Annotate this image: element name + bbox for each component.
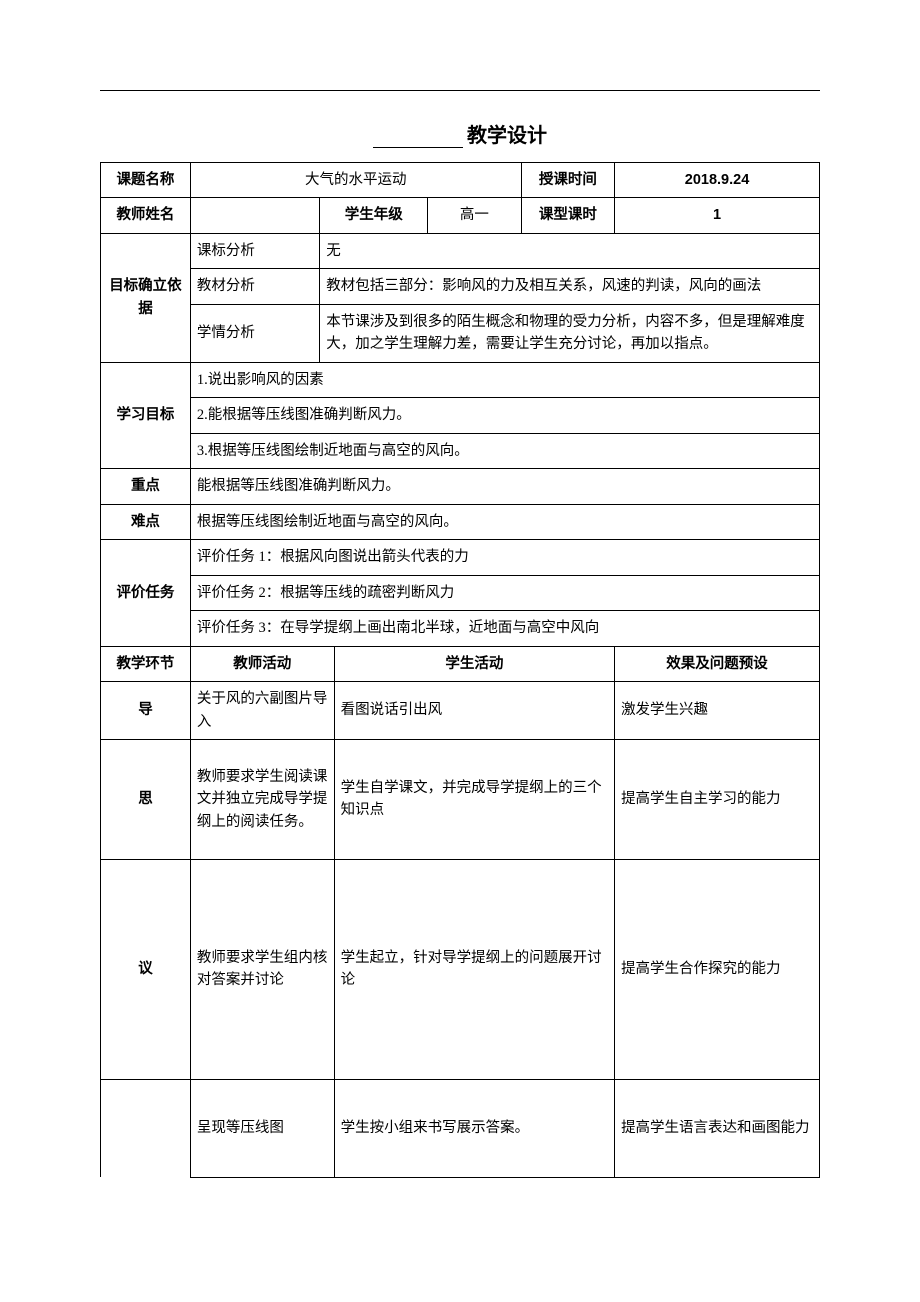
process-effect: 提高学生语言表达和画图能力 [615, 1079, 820, 1177]
table-row: 重点 能根据等压线图准确判断风力。 [101, 469, 820, 504]
objective-item: 1.说出影响风的因素 [190, 362, 819, 397]
process-teacher: 教师要求学生阅读课文并独立完成导学提纲上的阅读任务。 [190, 739, 334, 859]
difficulty-label: 难点 [101, 504, 191, 539]
eval-label: 评价任务 [101, 540, 191, 646]
type-label: 课型课时 [521, 198, 614, 233]
table-row: 导 关于风的六副图片导入 看图说话引出风 激发学生兴趣 [101, 682, 820, 740]
top-rule [100, 90, 820, 91]
basis-row-label: 学情分析 [190, 304, 319, 362]
grade-value: 高一 [428, 198, 521, 233]
title-row: 教学设计 [100, 119, 820, 148]
lesson-plan-table: 课题名称 大气的水平运动 授课时间 2018.9.24 教师姓名 学生年级 高一… [100, 162, 820, 1178]
table-row: 目标确立依据 课标分析 无 [101, 233, 820, 268]
process-phase: 议 [101, 859, 191, 1079]
process-phase [101, 1079, 191, 1177]
process-student: 学生自学课文，并完成导学提纲上的三个知识点 [334, 739, 614, 859]
table-row: 呈现等压线图 学生按小组来书写展示答案。 提高学生语言表达和画图能力 [101, 1079, 820, 1177]
table-row: 教材分析 教材包括三部分：影响风的力及相互关系，风速的判读，风向的画法 [101, 269, 820, 304]
basis-row-content: 本节课涉及到很多的陌生概念和物理的受力分析，内容不多，但是理解难度大，加之学生理… [320, 304, 820, 362]
process-effect: 提高学生合作探究的能力 [615, 859, 820, 1079]
document-page: 教学设计 课题名称 大气的水平运动 授课时间 2018.9.24 教师姓名 学生… [0, 0, 920, 1238]
process-header-student: 学生活动 [334, 646, 614, 681]
process-teacher: 教师要求学生组内核对答案并讨论 [190, 859, 334, 1079]
process-teacher: 关于风的六副图片导入 [190, 682, 334, 740]
page-title: 教学设计 [467, 125, 547, 147]
process-student: 看图说话引出风 [334, 682, 614, 740]
table-row: 课题名称 大气的水平运动 授课时间 2018.9.24 [101, 163, 820, 198]
process-effect: 提高学生自主学习的能力 [615, 739, 820, 859]
basis-row-label: 课标分析 [190, 233, 319, 268]
time-value: 2018.9.24 [615, 163, 820, 198]
topic-value: 大气的水平运动 [190, 163, 521, 198]
table-row: 教师姓名 学生年级 高一 课型课时 1 [101, 198, 820, 233]
topic-label: 课题名称 [101, 163, 191, 198]
teacher-label: 教师姓名 [101, 198, 191, 233]
grade-label: 学生年级 [320, 198, 428, 233]
objective-item: 3.根据等压线图绘制近地面与高空的风向。 [190, 433, 819, 468]
table-row: 评价任务 2：根据等压线的疏密判断风力 [101, 575, 820, 610]
table-row: 评价任务 评价任务 1：根据风向图说出箭头代表的力 [101, 540, 820, 575]
table-row: 思 教师要求学生阅读课文并独立完成导学提纲上的阅读任务。 学生自学课文，并完成导… [101, 739, 820, 859]
teacher-value [190, 198, 319, 233]
eval-item: 评价任务 2：根据等压线的疏密判断风力 [190, 575, 819, 610]
objectives-label: 学习目标 [101, 362, 191, 468]
table-row: 教学环节 教师活动 学生活动 效果及问题预设 [101, 646, 820, 681]
keypoint-label: 重点 [101, 469, 191, 504]
objective-item: 2.能根据等压线图准确判断风力。 [190, 398, 819, 433]
basis-row-content: 无 [320, 233, 820, 268]
basis-row-label: 教材分析 [190, 269, 319, 304]
process-teacher: 呈现等压线图 [190, 1079, 334, 1177]
process-student: 学生按小组来书写展示答案。 [334, 1079, 614, 1177]
eval-item: 评价任务 3：在导学提纲上画出南北半球，近地面与高空中风向 [190, 611, 819, 646]
basis-section-label: 目标确立依据 [101, 233, 191, 362]
table-row: 评价任务 3：在导学提纲上画出南北半球，近地面与高空中风向 [101, 611, 820, 646]
title-blank-underline [373, 128, 463, 148]
process-student: 学生起立，针对导学提纲上的问题展开讨论 [334, 859, 614, 1079]
eval-item: 评价任务 1：根据风向图说出箭头代表的力 [190, 540, 819, 575]
process-header-effect: 效果及问题预设 [615, 646, 820, 681]
table-row: 难点 根据等压线图绘制近地面与高空的风向。 [101, 504, 820, 539]
table-row: 学习目标 1.说出影响风的因素 [101, 362, 820, 397]
time-label: 授课时间 [521, 163, 614, 198]
process-phase: 导 [101, 682, 191, 740]
keypoint-content: 能根据等压线图准确判断风力。 [190, 469, 819, 504]
table-row: 学情分析 本节课涉及到很多的陌生概念和物理的受力分析，内容不多，但是理解难度大，… [101, 304, 820, 362]
difficulty-content: 根据等压线图绘制近地面与高空的风向。 [190, 504, 819, 539]
process-phase: 思 [101, 739, 191, 859]
table-row: 2.能根据等压线图准确判断风力。 [101, 398, 820, 433]
basis-row-content: 教材包括三部分：影响风的力及相互关系，风速的判读，风向的画法 [320, 269, 820, 304]
table-row: 3.根据等压线图绘制近地面与高空的风向。 [101, 433, 820, 468]
type-value: 1 [615, 198, 820, 233]
process-header-phase: 教学环节 [101, 646, 191, 681]
process-effect: 激发学生兴趣 [615, 682, 820, 740]
process-header-teacher: 教师活动 [190, 646, 334, 681]
table-row: 议 教师要求学生组内核对答案并讨论 学生起立，针对导学提纲上的问题展开讨论 提高… [101, 859, 820, 1079]
